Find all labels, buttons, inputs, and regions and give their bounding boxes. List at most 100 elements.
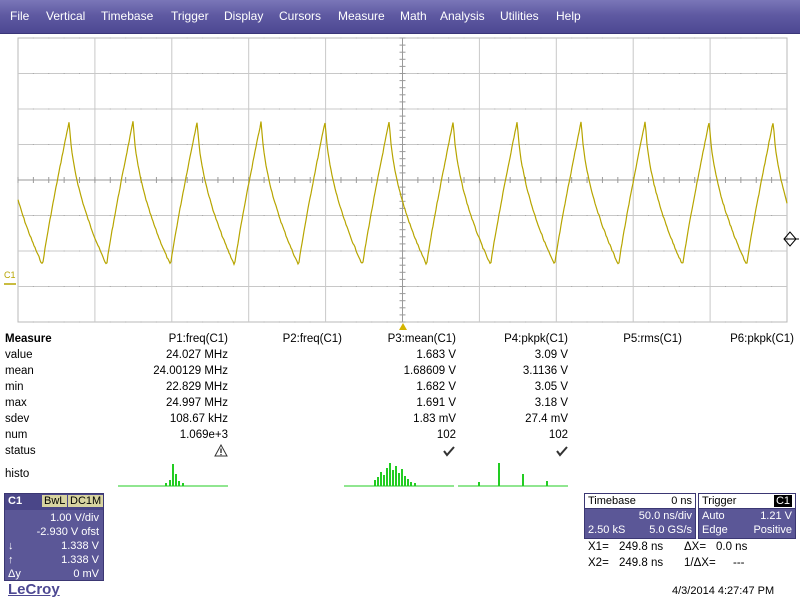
menu-vertical[interactable]: Vertical: [46, 9, 86, 23]
grid-dot: [140, 250, 142, 252]
grid-dot: [48, 108, 50, 110]
grid-dot: [63, 286, 65, 287]
measure-cell-p4: 27.4 mV: [525, 413, 568, 425]
menu-utilities[interactable]: Utilities: [500, 9, 539, 23]
grid-dot: [155, 144, 157, 145]
grid-dot: [494, 73, 496, 74]
grid-dot: [494, 250, 496, 252]
grid-dot: [771, 144, 773, 145]
grid-dot: [109, 73, 111, 74]
histogram-bar: [498, 463, 500, 486]
grid-dot: [186, 108, 188, 110]
grid-dot: [355, 108, 357, 110]
grid-dot: [294, 108, 296, 110]
grid-dot: [571, 37, 573, 39]
grid-dot: [509, 321, 511, 323]
grid-dot: [463, 250, 465, 252]
grid-dot: [463, 286, 465, 287]
grid-dot: [724, 250, 726, 252]
trigger-position-marker[interactable]: [399, 323, 407, 330]
grid-dot: [463, 321, 465, 323]
column-p4[interactable]: P4:pkpk(C1): [504, 333, 568, 345]
grid-dot: [601, 108, 603, 110]
grid-dot: [494, 144, 496, 145]
grid-dot: [540, 37, 542, 39]
menu-file[interactable]: File: [10, 9, 30, 23]
measure-cell-p3: 1.683 V: [416, 349, 456, 361]
grid-dot: [586, 321, 588, 323]
trigger-level-marker[interactable]: [783, 231, 799, 247]
sample-rate: 5.0 GS/s: [649, 524, 692, 536]
grid-dot: [202, 108, 204, 110]
column-p1[interactable]: P1:freq(C1): [168, 333, 228, 345]
grid-dot: [109, 250, 111, 252]
column-p6[interactable]: P6:pkpk(C1): [730, 333, 794, 345]
grid-dot: [79, 108, 81, 110]
grid-dot: [617, 73, 619, 74]
grid-dot: [740, 108, 742, 110]
menu-math[interactable]: Math: [400, 9, 427, 23]
grid-dot: [232, 73, 234, 74]
c1-channel-panel[interactable]: C1 BwL DC1M 1.00 V/div -2.930 V ofst ↓ 1…: [4, 493, 104, 581]
grid-dot: [724, 108, 726, 110]
grid-dot: [678, 215, 680, 216]
grid-dot: [155, 37, 157, 39]
grid-dot: [109, 108, 111, 110]
menu-measure[interactable]: Measure: [338, 9, 385, 23]
grid-dot: [601, 37, 603, 39]
menu-analysis[interactable]: Analysis: [440, 9, 485, 23]
measure-row-label: min: [5, 381, 24, 393]
grid-dot: [463, 144, 465, 145]
histogram-p3: [344, 463, 454, 487]
column-p2[interactable]: P2:freq(C1): [282, 333, 342, 345]
grid-dot: [648, 215, 650, 216]
menu-cursors[interactable]: Cursors: [279, 9, 322, 23]
grid-dot: [217, 37, 219, 39]
grid-dot: [601, 321, 603, 323]
grid-dot: [263, 321, 265, 323]
menu-trigger[interactable]: Trigger: [171, 9, 209, 23]
grid-dot: [617, 108, 619, 110]
waveform-grid[interactable]: C1: [0, 34, 800, 332]
grid-dot: [32, 286, 34, 287]
delta-x-value: 0.0 ns: [716, 541, 748, 553]
grid-dot: [32, 250, 34, 252]
c1-channel-marker[interactable]: C1: [4, 270, 16, 285]
histogram-bar: [178, 481, 180, 486]
menu-help[interactable]: Help: [556, 9, 581, 23]
column-p5[interactable]: P5:rms(C1): [623, 333, 682, 345]
grid-dot: [694, 321, 696, 323]
grid-dot: [63, 37, 65, 39]
grid-dot: [755, 144, 757, 145]
menu-display[interactable]: Display: [224, 9, 264, 23]
trigger-level: 1.21 V: [760, 510, 792, 522]
grid-dot: [355, 37, 357, 39]
grid-dot: [740, 144, 742, 145]
column-p3[interactable]: P3:mean(C1): [387, 333, 456, 345]
graticule: [17, 37, 788, 323]
cursor1-arrow-icon: ↓: [8, 540, 14, 552]
grid-dot: [294, 250, 296, 252]
grid-dot: [32, 321, 34, 323]
grid-dot: [571, 73, 573, 74]
grid-dot: [355, 321, 357, 323]
histogram-bar: [386, 468, 388, 486]
grid-dot: [371, 144, 373, 145]
c1-cursor1-value: 1.338 V: [61, 540, 99, 552]
grid-dot: [617, 250, 619, 252]
grid-dot: [586, 286, 588, 287]
histogram-bar: [392, 470, 394, 486]
grid-dot: [140, 321, 142, 323]
menu-timebase[interactable]: Timebase: [101, 9, 154, 23]
grid-dot: [48, 321, 50, 323]
grid-dot: [386, 250, 388, 252]
grid-dot: [663, 108, 665, 110]
grid-dot: [740, 37, 742, 39]
timebase-panel[interactable]: Timebase 0 ns 50.0 ns/div 2.50 kS 5.0 GS…: [584, 493, 696, 539]
trigger-panel[interactable]: Trigger C1 Auto 1.21 V Edge Positive: [698, 493, 796, 539]
grid-dot: [694, 250, 696, 252]
measure-cell-p1: 24.00129 MHz: [153, 365, 228, 377]
grid-dot: [448, 108, 450, 110]
histogram-bar: [380, 472, 382, 486]
grid-dot: [509, 215, 511, 216]
